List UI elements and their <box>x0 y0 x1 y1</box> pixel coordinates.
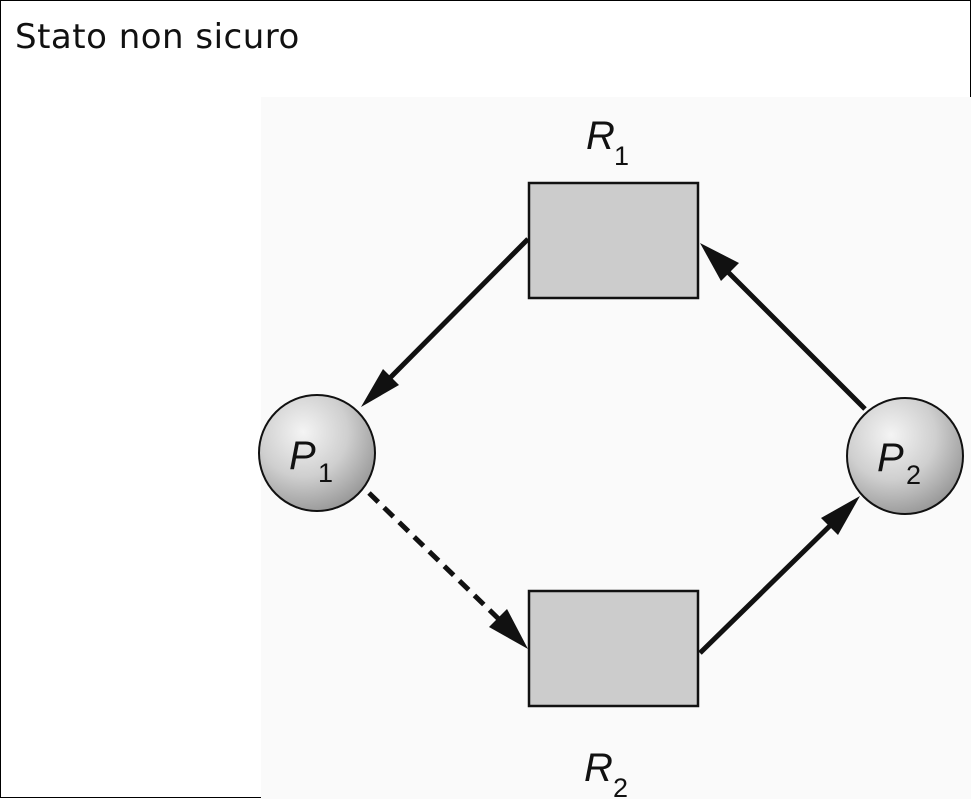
resource-r1-label: R 1 <box>586 114 629 171</box>
r2-subscript: 2 <box>613 773 628 797</box>
edge-r2-to-p2 <box>698 496 860 655</box>
process-p2: P 2 <box>846 397 964 515</box>
resource-r2 <box>527 589 700 708</box>
process-p1: P 1 <box>258 394 376 512</box>
p1-letter: P <box>289 434 316 478</box>
resource-r2-label: R 2 <box>584 746 628 797</box>
r2-letter: R <box>584 746 613 790</box>
p2-subscript: 2 <box>906 460 921 490</box>
r1-letter: R <box>586 114 615 158</box>
edge-p2-to-r1 <box>700 243 867 411</box>
r1-subscript: 1 <box>614 141 629 171</box>
p1-subscript: 1 <box>318 458 333 488</box>
edge-r1-to-p1 <box>361 237 530 407</box>
edge-p1-to-r2-claim <box>367 491 528 649</box>
p2-letter: P <box>877 436 904 480</box>
slide-title: Stato non sicuro <box>15 17 300 57</box>
resource-r1 <box>527 181 700 300</box>
